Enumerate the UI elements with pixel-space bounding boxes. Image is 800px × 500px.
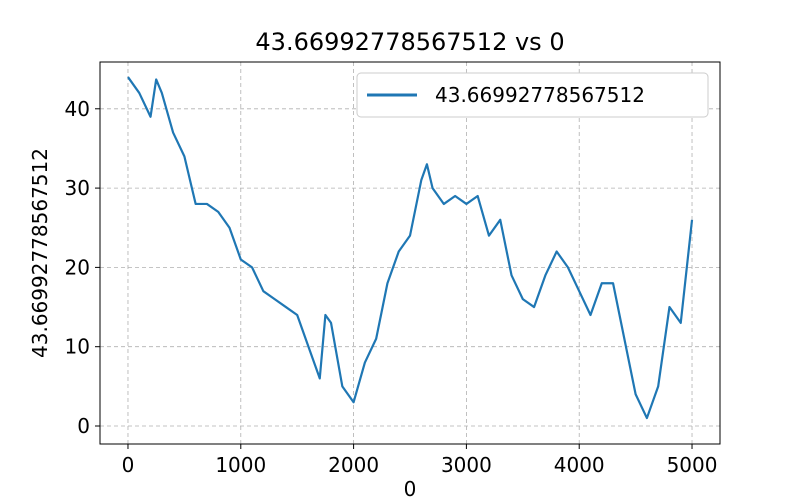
- x-tick-label: 1000: [215, 453, 266, 477]
- y-axis-label: 43.66992778567512: [28, 148, 52, 358]
- x-tick-label: 4000: [554, 453, 605, 477]
- x-tick-label: 5000: [667, 453, 718, 477]
- y-tick-label: 0: [77, 414, 90, 438]
- y-tick-label: 40: [65, 97, 90, 121]
- x-tick-label: 3000: [441, 453, 492, 477]
- y-tick-label: 10: [65, 335, 90, 359]
- plot-frame: [99, 61, 721, 445]
- x-tick-label: 2000: [328, 453, 379, 477]
- legend-label: 43.66992778567512: [435, 83, 645, 107]
- y-tick-label: 20: [65, 255, 90, 279]
- y-tick-label: 30: [65, 176, 90, 200]
- x-axis-label: 0: [404, 477, 417, 500]
- chart-title: 43.66992778567512 vs 0: [255, 28, 564, 56]
- x-tick-label: 0: [122, 453, 135, 477]
- legend-box: [356, 72, 709, 118]
- data-line: [127, 76, 694, 420]
